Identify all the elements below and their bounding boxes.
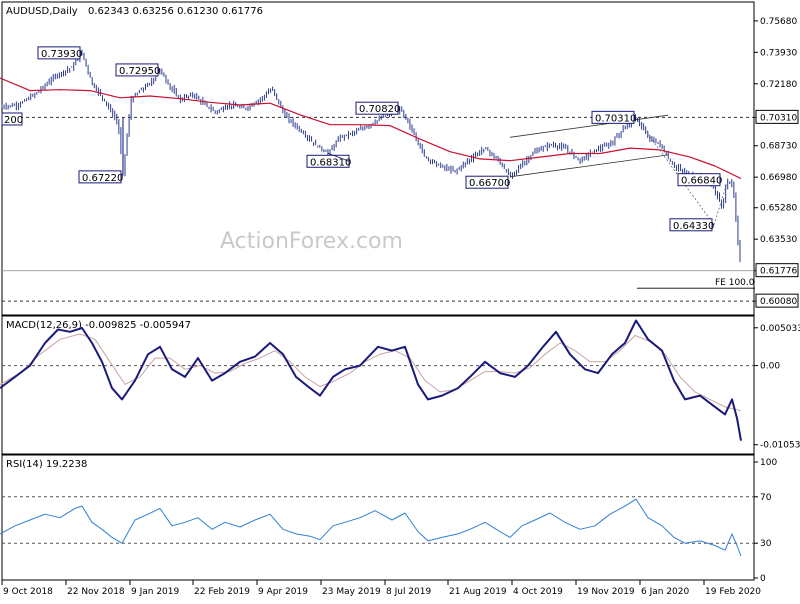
price-tick-label: 0.61776 — [760, 267, 797, 277]
macd-panel-frame — [1, 315, 755, 455]
x-tick-label: 19 Feb 2020 — [705, 587, 761, 597]
price-label: 0.73930 — [41, 49, 82, 60]
price-tick-label: 0.75680 — [760, 17, 797, 27]
x-tick-label: 22 Feb 2019 — [194, 587, 250, 597]
price-label: 0.72950 — [119, 66, 160, 77]
x-tick-label: 4 Oct 2019 — [513, 587, 563, 597]
rsi-tick-label: 0 — [760, 574, 766, 584]
watermark: ActionForex.com — [220, 229, 403, 254]
x-axis: 9 Oct 2018 22 Nov 2018 9 Jan 2019 22 Feb 20… — [1, 580, 761, 597]
macd-tick-label: 0.005033 — [760, 324, 800, 334]
price-tick-label: 0.60080 — [760, 297, 797, 307]
price-label: 0.70820 — [359, 104, 400, 115]
rsi-panel-frame — [1, 454, 755, 581]
price-labels: 0.73930 0.72950 200 0.67220 0.68310 0.70820 0.… — [1, 46, 755, 288]
price-label: 0.66700 — [469, 178, 510, 189]
x-tick-label: 23 May 2019 — [322, 587, 381, 597]
macd-title: MACD(12,26,9) -0.009825 -0.005947 — [6, 320, 191, 331]
price-tick-label: 0.65280 — [760, 204, 797, 214]
price-tick-label: 0.73930 — [760, 48, 797, 58]
symbol-title: AUDUSD,Daily — [6, 6, 78, 17]
x-tick-label: 6 Jan 2020 — [641, 587, 689, 597]
macd-lines — [0, 319, 742, 441]
x-tick-label: 19 Nov 2019 — [577, 587, 635, 597]
macd-tick-label: -0.010532 — [760, 441, 800, 451]
fe-label: FE 100.0 — [715, 278, 755, 288]
macd-signal-line — [0, 333, 742, 412]
moving-average-line — [0, 77, 742, 180]
macd-axis: 0.005033 0.00 -0.010532 — [754, 324, 800, 451]
price-label: 0.64330 — [673, 221, 714, 232]
price-label: 0.70310 — [595, 113, 636, 124]
x-tick-label: 8 Jul 2019 — [386, 587, 431, 597]
price-label-connector — [120, 172, 124, 178]
rsi-tick-label: 70 — [760, 493, 772, 503]
price-overlays — [0, 77, 755, 289]
macd-line — [0, 319, 742, 441]
price-tick-label: 0.70310 — [760, 113, 797, 123]
price-tick-box — [755, 293, 799, 308]
price-label-connector — [327, 152, 350, 162]
price-axis: 0.75680 0.73930 0.72180 0.70310 0.68730 0.669… — [754, 17, 799, 308]
price-label: 0.68310 — [310, 157, 351, 168]
rsi-tick-label: 30 — [760, 539, 772, 549]
channel-upper-line — [509, 114, 669, 138]
rsi-lines — [0, 498, 742, 557]
rsi-title: RSI(14) 19.2238 — [6, 459, 87, 470]
channel-lower-line — [509, 154, 669, 178]
price-tick-label: 0.68730 — [760, 142, 797, 152]
price-panel-frame — [1, 1, 755, 316]
price-label: 0.66840 — [681, 176, 722, 187]
macd-tick-label: 0.00 — [760, 362, 780, 372]
ohlc-readout: 0.62343 0.63256 0.61230 0.61776 — [88, 6, 263, 17]
price-label-edge: 200 — [4, 115, 23, 126]
price-tick-label: 0.72180 — [760, 80, 797, 90]
price-tick-label: 0.66980 — [760, 173, 797, 183]
rsi-grid — [2, 496, 754, 544]
x-tick-label: 21 Aug 2019 — [449, 587, 507, 597]
x-tick-label: 9 Oct 2018 — [3, 587, 53, 597]
x-tick-label: 22 Nov 2018 — [67, 587, 125, 597]
x-tick-label: 9 Apr 2019 — [258, 587, 308, 597]
price-tick-label: 0.63530 — [760, 235, 797, 245]
rsi-line — [0, 498, 742, 557]
price-tick-box — [755, 109, 799, 124]
price-tick-box — [755, 263, 799, 278]
rsi-axis: 100 70 30 0 — [754, 458, 777, 584]
x-tick-label: 9 Jan 2019 — [131, 587, 179, 597]
price-label: 0.67220 — [82, 173, 123, 184]
rsi-tick-label: 100 — [760, 458, 777, 468]
price-label-box — [1, 112, 23, 126]
